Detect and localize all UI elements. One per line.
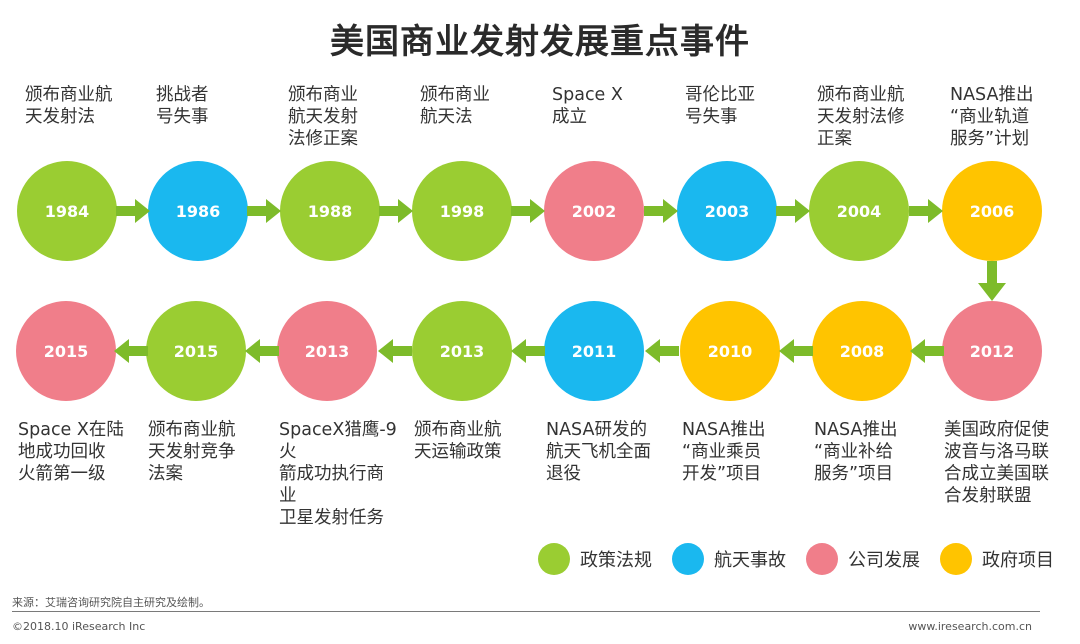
event-label-2002: Space X 成立: [552, 85, 623, 127]
legend-item-accident: 航天事故: [672, 543, 786, 575]
event-label-2015: Space X在陆 地成功回收 火箭第一级: [18, 420, 124, 484]
event-label-1998: 颁布商业 航天法: [420, 85, 490, 127]
event-circle-2003: 2003: [677, 161, 777, 261]
event-circle-1998: 1998: [412, 161, 512, 261]
event-circle-2011: 2011: [544, 301, 644, 401]
legend-label-company: 公司发展: [848, 550, 920, 571]
event-label-2012: 美国政府促使 波音与洛马联 合成立美国联 合发射联盟: [944, 420, 1049, 506]
event-circle-2006: 2006: [942, 161, 1042, 261]
arrow-left-icon: [244, 339, 279, 363]
event-label-2010: NASA推出 “商业乘员 开发”项目: [682, 420, 766, 484]
event-label-2006: NASA推出 “商业轨道 服务”计划: [950, 85, 1034, 149]
arrow-right-icon: [511, 199, 545, 223]
arrow-left-icon: [779, 339, 813, 363]
legend-item-government: 政府项目: [940, 543, 1054, 575]
event-circle-2008: 2008: [812, 301, 912, 401]
arrow-right-icon: [643, 199, 678, 223]
event-label-1986: 挑战者 号失事: [156, 85, 209, 127]
event-circle-2004: 2004: [809, 161, 909, 261]
event-circle-2015: 2015: [146, 301, 246, 401]
event-circle-2012: 2012: [942, 301, 1042, 401]
arrow-right-icon: [115, 199, 150, 223]
source-note: 来源：艾瑞咨询研究院自主研究及绘制。: [12, 596, 210, 609]
arrow-left-icon: [910, 339, 944, 363]
legend-dot-policy: [538, 543, 570, 575]
footer-divider: [12, 611, 1040, 612]
event-circle-2013: 2013: [412, 301, 512, 401]
event-circle-2013: 2013: [277, 301, 377, 401]
arrow-left-icon: [645, 339, 679, 363]
legend-label-government: 政府项目: [982, 550, 1054, 571]
event-label-2003: 哥伦比亚 号失事: [685, 85, 755, 127]
event-label-2011: NASA研发的 航天飞机全面 退役: [546, 420, 651, 484]
event-label-1984: 颁布商业航 天发射法: [25, 85, 113, 127]
event-circle-2002: 2002: [544, 161, 644, 261]
website: www.iresearch.com.cn: [908, 620, 1032, 633]
event-label-2015: 颁布商业航 天发射竞争 法案: [148, 420, 236, 484]
legend-label-policy: 政策法规: [580, 550, 652, 571]
arrow-left-icon: [377, 339, 412, 363]
page-title: 美国商业发射发展重点事件: [330, 22, 750, 62]
arrow-right-icon: [776, 199, 810, 223]
event-circle-2015: 2015: [16, 301, 116, 401]
event-label-2008: NASA推出 “商业补给 服务”项目: [814, 420, 898, 484]
arrow-right-icon: [247, 199, 281, 223]
legend-item-company: 公司发展: [806, 543, 920, 575]
event-label-2013: SpaceX猎鹰-9火 箭成功执行商业 卫星发射任务: [279, 420, 397, 528]
event-label-2004: 颁布商业航 天发射法修 正案: [817, 85, 905, 149]
event-circle-1984: 1984: [17, 161, 117, 261]
legend-item-policy: 政策法规: [538, 543, 652, 575]
copyright: ©2018.10 iResearch Inc: [12, 620, 146, 633]
event-label-1988: 颁布商业 航天发射 法修正案: [288, 85, 358, 149]
event-circle-1986: 1986: [148, 161, 248, 261]
event-label-2013: 颁布商业航 天运输政策: [414, 420, 502, 462]
event-circle-2010: 2010: [680, 301, 780, 401]
legend-dot-government: [940, 543, 972, 575]
legend: 政策法规 航天事故 公司发展 政府项目: [538, 539, 1074, 579]
arrow-down-icon: [978, 261, 1006, 301]
arrow-left-icon: [114, 339, 148, 363]
arrow-right-icon: [379, 199, 413, 223]
legend-dot-company: [806, 543, 838, 575]
arrow-right-icon: [908, 199, 943, 223]
event-circle-1988: 1988: [280, 161, 380, 261]
legend-label-accident: 航天事故: [714, 550, 786, 571]
arrow-left-icon: [511, 339, 545, 363]
legend-dot-accident: [672, 543, 704, 575]
